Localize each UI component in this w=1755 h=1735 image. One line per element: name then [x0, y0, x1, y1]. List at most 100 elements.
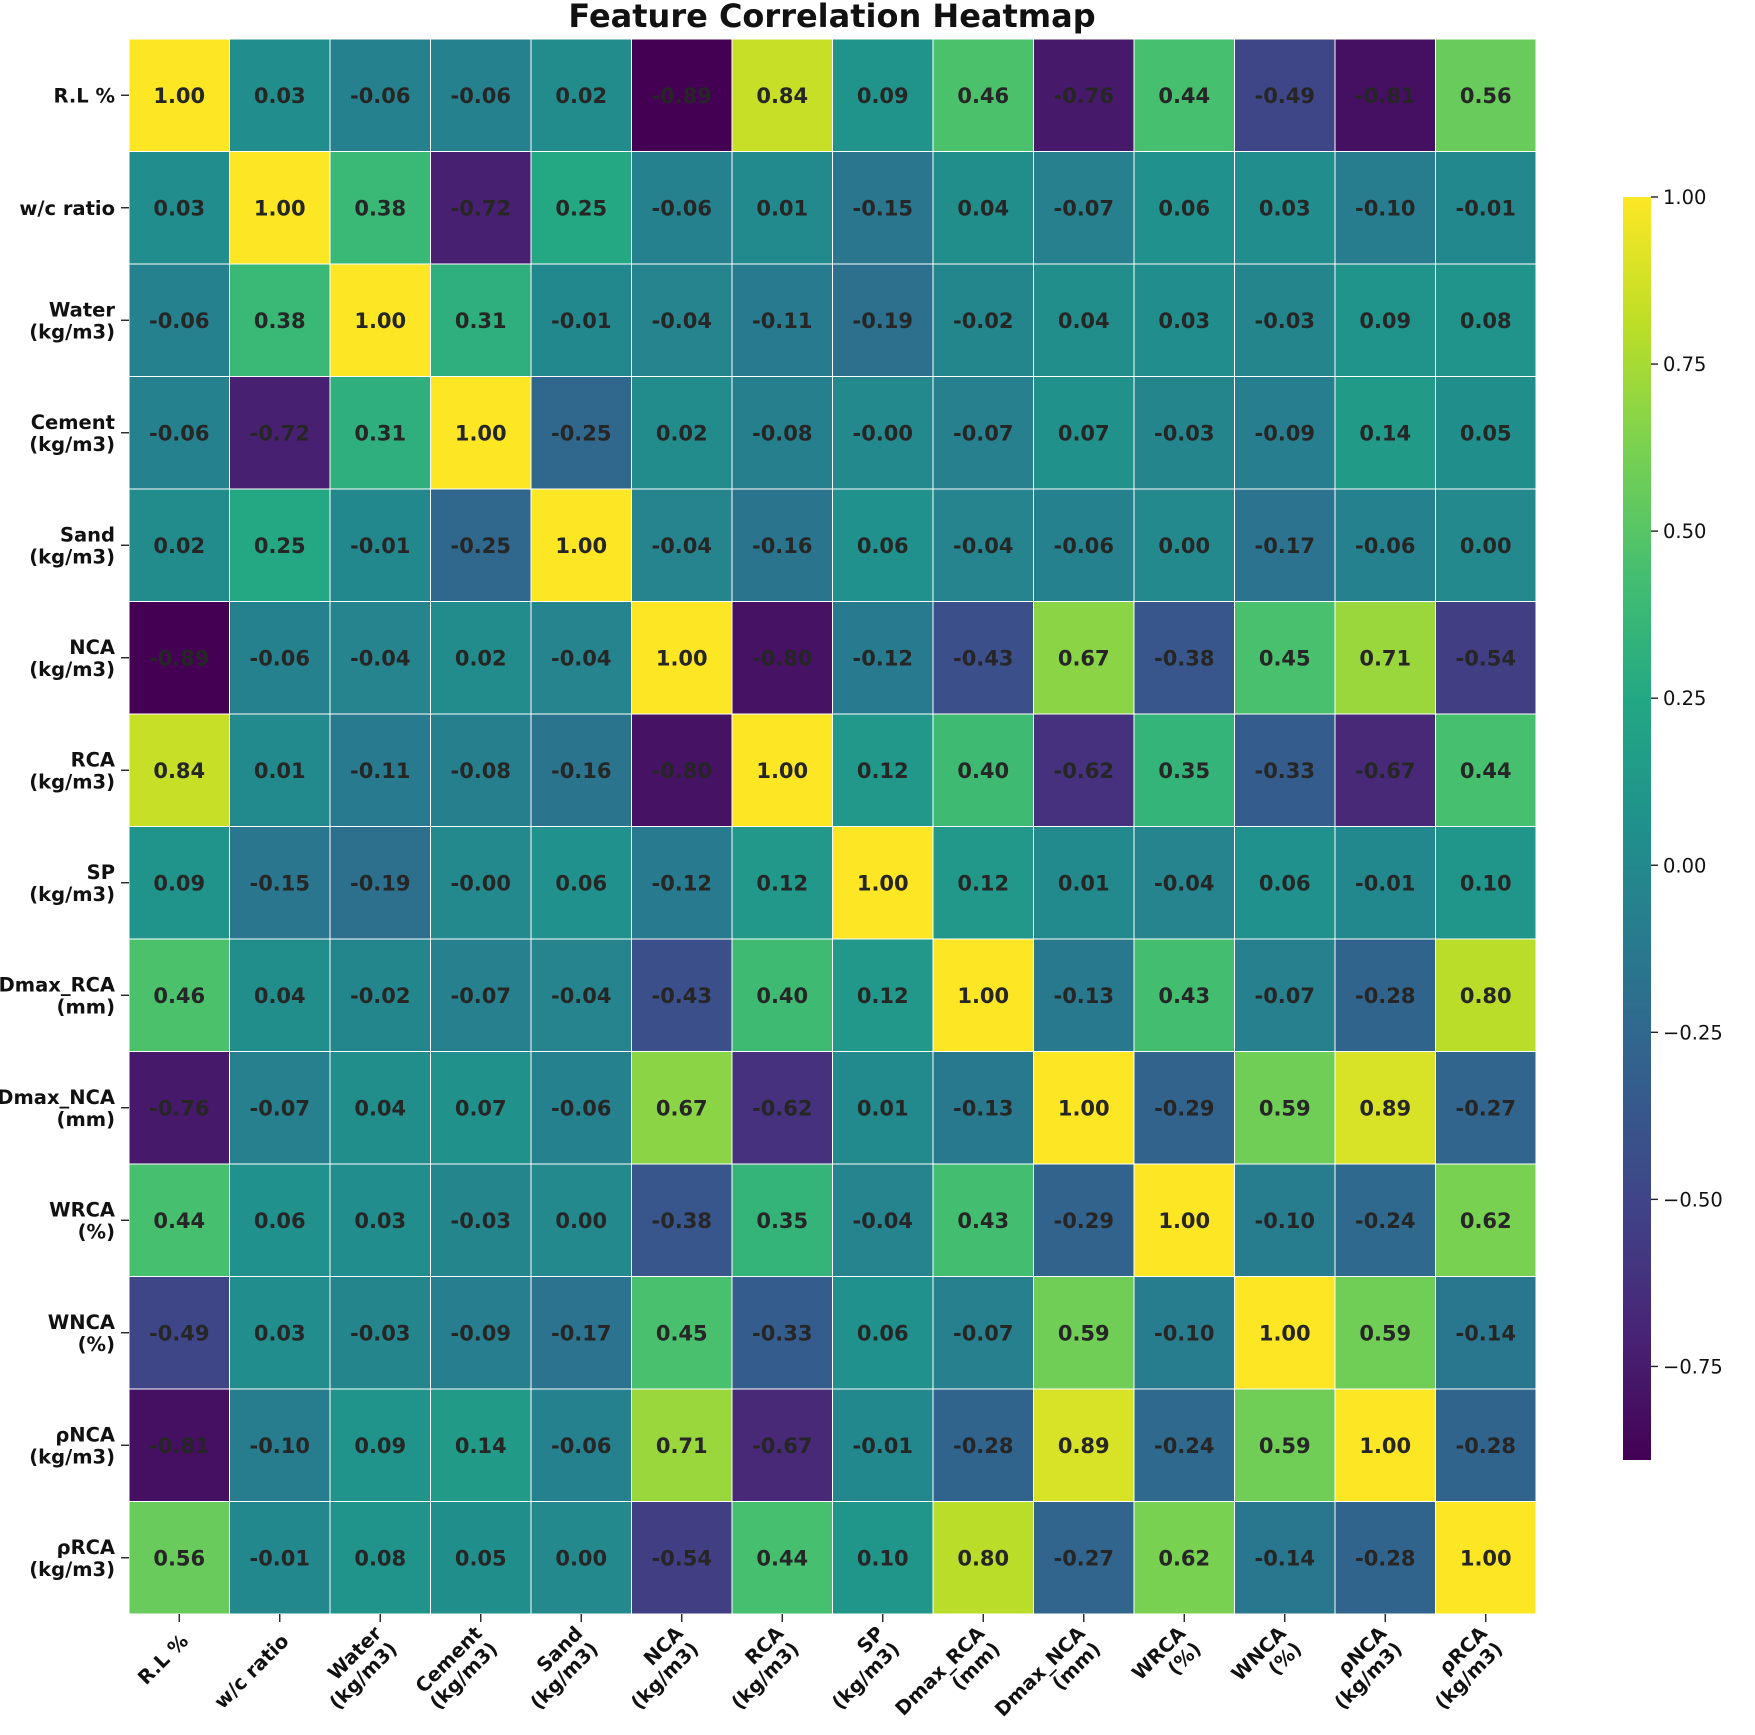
cell-value-label: 0.10 — [1460, 871, 1512, 895]
cell-value-label: 1.00 — [656, 646, 708, 670]
cell-value-label: 0.84 — [153, 759, 205, 783]
cell-value-label: 0.09 — [354, 1434, 406, 1458]
heatmap-cell — [128, 713, 230, 827]
heatmap-cell — [731, 1276, 833, 1390]
cell-value-label: -0.06 — [551, 1096, 612, 1120]
cell-value-label: 0.62 — [1460, 1209, 1512, 1233]
heatmap-cell — [832, 826, 934, 940]
heatmap-cell — [932, 938, 1034, 1052]
heatmap-cell — [631, 938, 733, 1052]
heatmap-cell — [530, 1388, 632, 1502]
cell-value-label: 0.03 — [254, 84, 306, 108]
cell-value-label: 0.02 — [656, 421, 708, 445]
heatmap-cell — [832, 1276, 934, 1390]
heatmap-cell — [932, 601, 1034, 715]
chart-title: Feature Correlation Heatmap — [568, 0, 1095, 35]
heatmap-cell — [832, 151, 934, 265]
heatmap-cell — [329, 713, 431, 827]
cell-value-label: -0.17 — [551, 1321, 612, 1345]
cell-value-label: 0.00 — [1158, 534, 1210, 558]
heatmap-cell — [1334, 151, 1436, 265]
cell-value-label: -0.13 — [953, 1096, 1014, 1120]
cell-value-label: 0.31 — [354, 421, 406, 445]
cell-value-label: 1.00 — [354, 309, 406, 333]
x-tick-label: Water(kg/m3) — [309, 1621, 402, 1714]
heatmap-cell — [1435, 713, 1537, 827]
cell-value-label: 0.06 — [254, 1209, 306, 1233]
heatmap-cell — [631, 826, 733, 940]
cell-value-label: -0.62 — [1053, 759, 1114, 783]
y-tick-label: RCA (kg/m3) — [29, 748, 115, 793]
heatmap-cell — [932, 1051, 1034, 1165]
heatmap-cell — [430, 938, 532, 1052]
x-tick-label-group: WRCA(%) — [1127, 1622, 1205, 1685]
cell-value-label: 0.71 — [656, 1434, 708, 1458]
heatmap-cell — [1133, 601, 1235, 715]
heatmap-cell — [1435, 1501, 1537, 1615]
cell-value-label: -0.06 — [450, 84, 511, 108]
heatmap-cell — [530, 1276, 632, 1390]
heatmap-cell — [329, 151, 431, 265]
x-tick-label-group: SP(kg/m3) — [827, 1622, 904, 1714]
cell-value-label: -0.72 — [249, 421, 310, 445]
cell-value-label: -0.02 — [350, 984, 411, 1008]
heatmap-cell — [1334, 488, 1436, 602]
heatmap-cell — [530, 1163, 632, 1277]
cell-value-label: 0.00 — [555, 1209, 607, 1233]
cell-value-label: -0.14 — [1455, 1321, 1516, 1345]
heatmap-cell — [1334, 376, 1436, 490]
cell-value-label: -0.01 — [249, 1546, 310, 1570]
x-tick-label-group: Dmax_RCA(mm) — [891, 1622, 1005, 1735]
cell-value-label: -0.07 — [1053, 196, 1114, 220]
cell-value-label: 0.08 — [354, 1546, 406, 1570]
heatmap-cell — [1133, 151, 1235, 265]
heatmap-cell — [1234, 601, 1336, 715]
x-tick-label: Dmax_RCA(mm) — [891, 1622, 1005, 1735]
cell-value-label: -0.16 — [551, 759, 612, 783]
cell-value-label: 0.03 — [254, 1321, 306, 1345]
heatmap-cell — [1234, 376, 1336, 490]
cell-value-label: -0.03 — [1154, 421, 1215, 445]
cell-value-label: -0.06 — [651, 196, 712, 220]
cell-value-label: 0.12 — [756, 871, 808, 895]
cell-value-label: 1.00 — [1259, 1321, 1311, 1345]
cell-value-label: -0.54 — [651, 1546, 712, 1570]
cell-value-label: 0.59 — [1058, 1321, 1110, 1345]
cell-value-label: 0.38 — [254, 309, 306, 333]
cell-value-label: 1.00 — [1158, 1209, 1210, 1233]
heatmap-cell — [631, 1163, 733, 1277]
heatmap-cell — [832, 601, 934, 715]
cell-value-label: 0.00 — [555, 1546, 607, 1570]
colorbar-bar — [1623, 197, 1651, 1460]
heatmap-cell — [530, 601, 632, 715]
heatmap-cell — [731, 376, 833, 490]
y-axis-labels: R.L % w/c ratio Water (kg/m3) Cement (kg/m3) S… — [0, 84, 129, 1581]
y-tick-label: WNCA (%) — [48, 1311, 115, 1356]
cell-value-label: -0.12 — [852, 646, 913, 670]
x-tick-label: Sand(kg/m3) — [510, 1622, 602, 1714]
cell-value-label: 0.44 — [756, 1546, 808, 1570]
heatmap-cell — [128, 1501, 230, 1615]
x-tick-label: Dmax_NCA(mm) — [990, 1622, 1105, 1735]
x-tick-label-group: Water(kg/m3) — [309, 1621, 402, 1714]
heatmap-cell — [430, 1388, 532, 1502]
cell-value-label: 0.43 — [957, 1209, 1009, 1233]
x-tick-label: ρNCA(kg/m3) — [1314, 1622, 1406, 1714]
heatmap-cell — [832, 488, 934, 602]
heatmap-cell — [329, 601, 431, 715]
cell-value-label: -0.81 — [149, 1434, 210, 1458]
cell-value-label: -0.02 — [953, 309, 1014, 333]
heatmap-cell — [1133, 263, 1235, 377]
cell-value-label: -0.04 — [852, 1209, 913, 1233]
cell-value-label: -0.01 — [852, 1434, 913, 1458]
heatmap-cell — [1033, 488, 1135, 602]
heatmap-cell — [530, 151, 632, 265]
cell-value-label: 0.84 — [756, 84, 808, 108]
heatmap-cell — [1334, 38, 1436, 152]
heatmap-cell — [731, 1388, 833, 1502]
cell-value-label: 0.71 — [1359, 646, 1411, 670]
heatmap-cell — [932, 1501, 1034, 1615]
cell-value-label: 0.25 — [555, 196, 607, 220]
cell-value-label: -0.07 — [249, 1096, 310, 1120]
heatmap-cell — [1435, 938, 1537, 1052]
